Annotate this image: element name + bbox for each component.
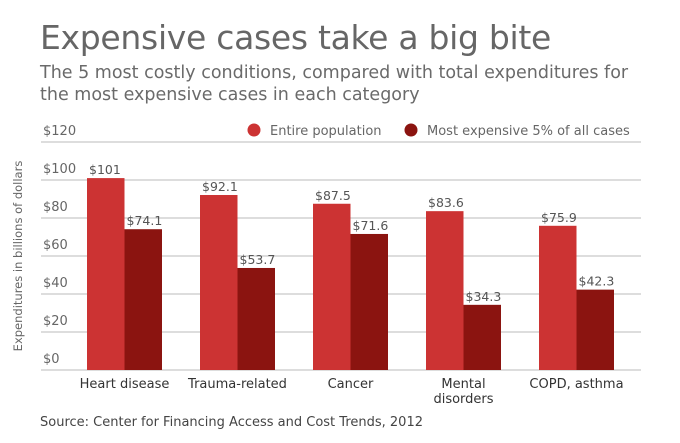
data-label: $87.5 bbox=[315, 188, 351, 203]
x-tick-label: Mental bbox=[441, 377, 485, 392]
bar bbox=[463, 304, 501, 370]
category-labels: Heart disease Trauma-related Cancer Mentald… bbox=[80, 377, 624, 407]
x-tick-label: Trauma-related bbox=[187, 377, 287, 392]
y-tick-label: $0 bbox=[43, 352, 60, 367]
y-tick-label: $20 bbox=[43, 314, 68, 329]
bar bbox=[350, 233, 388, 370]
data-labels: $101 $74.1 $92.1 $53.7 $87.5$71.6 $83.6 $34.3 $… bbox=[89, 162, 614, 304]
x-tick-label: Heart disease bbox=[80, 377, 170, 392]
data-label: $34.3 bbox=[466, 289, 502, 304]
bar bbox=[426, 211, 464, 370]
data-label: $71.6 bbox=[353, 218, 389, 233]
bar bbox=[124, 229, 162, 370]
y-tick-label: $40 bbox=[43, 276, 68, 291]
y-tick-label: $120 bbox=[43, 124, 76, 139]
data-label: $83.6 bbox=[428, 195, 464, 210]
x-tick-label: COPD, asthma bbox=[529, 377, 623, 392]
y-tick-label: $100 bbox=[43, 162, 76, 177]
chart-title: Expensive cases take a big bite bbox=[40, 18, 551, 57]
legend-marker bbox=[247, 123, 261, 137]
source-note: Source: Center for Financing Access and … bbox=[40, 415, 423, 430]
bars bbox=[87, 178, 614, 370]
bar bbox=[200, 195, 238, 370]
bar bbox=[576, 289, 614, 370]
data-label: $101 bbox=[89, 162, 121, 177]
bar bbox=[313, 203, 351, 370]
data-label: $42.3 bbox=[579, 274, 615, 289]
y-axis-label: Expenditures in billions of dollars bbox=[11, 161, 25, 352]
chart-subtitle: The 5 most costly conditions, compared w… bbox=[40, 63, 629, 105]
legend: Entire population Most expensive 5% of al… bbox=[247, 123, 630, 139]
data-label: $75.9 bbox=[541, 210, 577, 225]
bar bbox=[237, 267, 275, 370]
legend-marker bbox=[404, 123, 418, 137]
data-label: $74.1 bbox=[127, 213, 163, 228]
bar bbox=[87, 178, 125, 370]
x-tick-label: Cancer bbox=[328, 377, 374, 392]
y-axis-ticks: $0 $20 $40 $60 $80 $100 $120 bbox=[43, 124, 76, 367]
data-label: $92.1 bbox=[202, 179, 238, 194]
data-label: $53.7 bbox=[240, 252, 276, 267]
legend-label: Entire population bbox=[270, 124, 382, 139]
bar bbox=[539, 225, 577, 370]
y-tick-label: $80 bbox=[43, 200, 68, 215]
y-tick-label: $60 bbox=[43, 238, 68, 253]
x-tick-label: disorders bbox=[433, 392, 493, 407]
legend-label: Most expensive 5% of all cases bbox=[427, 124, 630, 139]
